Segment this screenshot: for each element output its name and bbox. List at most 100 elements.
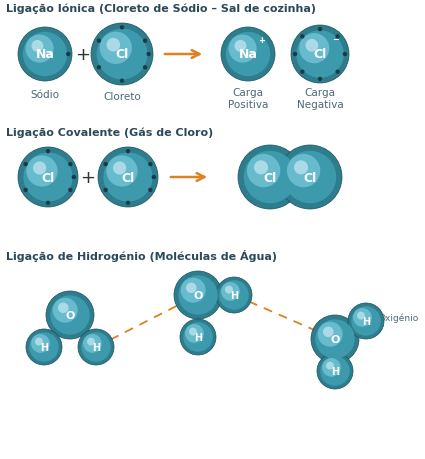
- Circle shape: [291, 26, 349, 84]
- Circle shape: [183, 323, 213, 352]
- Circle shape: [120, 79, 124, 84]
- Circle shape: [66, 53, 71, 57]
- Circle shape: [58, 303, 68, 313]
- Text: Hidrogénio: Hidrogénio: [191, 282, 241, 317]
- Circle shape: [299, 34, 329, 64]
- Circle shape: [26, 156, 58, 187]
- Circle shape: [180, 319, 216, 355]
- Circle shape: [107, 39, 120, 52]
- Circle shape: [296, 31, 344, 78]
- Circle shape: [31, 41, 43, 53]
- Circle shape: [97, 66, 101, 70]
- Circle shape: [143, 66, 147, 70]
- Circle shape: [113, 162, 126, 175]
- Circle shape: [103, 162, 108, 167]
- Circle shape: [91, 24, 153, 86]
- Circle shape: [23, 153, 73, 202]
- Circle shape: [35, 338, 43, 346]
- Text: Cl: Cl: [115, 48, 129, 62]
- Circle shape: [126, 150, 130, 154]
- Circle shape: [294, 161, 308, 175]
- Circle shape: [238, 146, 302, 210]
- Circle shape: [284, 151, 336, 204]
- Circle shape: [300, 35, 305, 39]
- Circle shape: [315, 319, 355, 359]
- Circle shape: [226, 33, 270, 77]
- Circle shape: [18, 28, 72, 82]
- Circle shape: [68, 188, 73, 193]
- Circle shape: [18, 148, 78, 207]
- Text: −: −: [332, 35, 338, 45]
- Circle shape: [225, 286, 233, 294]
- Circle shape: [96, 29, 147, 80]
- Circle shape: [100, 33, 132, 65]
- Text: H: H: [362, 316, 370, 326]
- Text: Cl: Cl: [303, 171, 317, 184]
- Circle shape: [103, 188, 108, 193]
- Circle shape: [254, 161, 268, 175]
- Circle shape: [311, 315, 359, 363]
- Circle shape: [178, 276, 218, 315]
- Circle shape: [219, 280, 249, 310]
- Text: Ligação Iónica (Cloreto de Sódio – Sal de cozinha): Ligação Iónica (Cloreto de Sódio – Sal d…: [6, 4, 316, 15]
- Text: +: +: [258, 36, 266, 45]
- Text: Cl: Cl: [122, 171, 135, 184]
- Circle shape: [126, 201, 130, 206]
- Text: Carga
Negativa: Carga Negativa: [297, 88, 343, 110]
- Circle shape: [148, 188, 153, 193]
- Circle shape: [181, 278, 206, 303]
- Circle shape: [97, 39, 101, 44]
- Text: Na: Na: [238, 48, 258, 62]
- Text: H: H: [230, 291, 238, 300]
- Circle shape: [23, 162, 28, 167]
- Circle shape: [83, 334, 102, 353]
- Circle shape: [29, 332, 59, 362]
- Circle shape: [152, 175, 156, 180]
- Circle shape: [120, 26, 124, 30]
- Circle shape: [50, 296, 90, 335]
- Text: +: +: [80, 168, 96, 187]
- Text: Cl: Cl: [264, 171, 277, 184]
- Circle shape: [46, 150, 50, 154]
- Circle shape: [322, 358, 341, 377]
- Circle shape: [348, 303, 384, 339]
- Circle shape: [343, 53, 347, 57]
- Circle shape: [287, 155, 320, 188]
- Text: H: H: [194, 332, 202, 342]
- Text: Cl: Cl: [41, 171, 55, 184]
- Circle shape: [147, 53, 151, 57]
- Circle shape: [46, 201, 50, 206]
- Circle shape: [106, 156, 138, 187]
- Circle shape: [174, 271, 222, 319]
- Text: Ligação de Hidrogénio (Moléculas de Água): Ligação de Hidrogénio (Moléculas de Água…: [6, 249, 277, 262]
- Text: Ligação Covalente (Gás de Cloro): Ligação Covalente (Gás de Cloro): [6, 128, 213, 138]
- Circle shape: [300, 70, 305, 75]
- Text: Cl: Cl: [313, 48, 327, 62]
- Circle shape: [71, 175, 76, 180]
- Circle shape: [318, 78, 322, 82]
- Circle shape: [81, 332, 111, 362]
- Text: Na: Na: [36, 48, 54, 62]
- Circle shape: [318, 322, 343, 347]
- Text: O: O: [193, 291, 203, 300]
- Text: Carga
Positiva: Carga Positiva: [228, 88, 268, 110]
- Circle shape: [335, 70, 340, 75]
- Circle shape: [33, 162, 46, 175]
- Circle shape: [103, 153, 153, 202]
- Text: O: O: [330, 334, 340, 344]
- Circle shape: [235, 41, 246, 53]
- Circle shape: [357, 312, 365, 320]
- Circle shape: [26, 329, 62, 365]
- Circle shape: [318, 28, 322, 32]
- Circle shape: [323, 327, 334, 337]
- Text: H: H: [40, 342, 48, 352]
- Circle shape: [221, 282, 240, 301]
- Circle shape: [278, 146, 342, 210]
- Circle shape: [186, 283, 196, 293]
- Circle shape: [87, 338, 95, 346]
- Circle shape: [353, 308, 372, 327]
- Text: O: O: [65, 310, 75, 320]
- Text: H: H: [331, 366, 339, 376]
- Circle shape: [23, 33, 67, 77]
- Circle shape: [320, 357, 350, 386]
